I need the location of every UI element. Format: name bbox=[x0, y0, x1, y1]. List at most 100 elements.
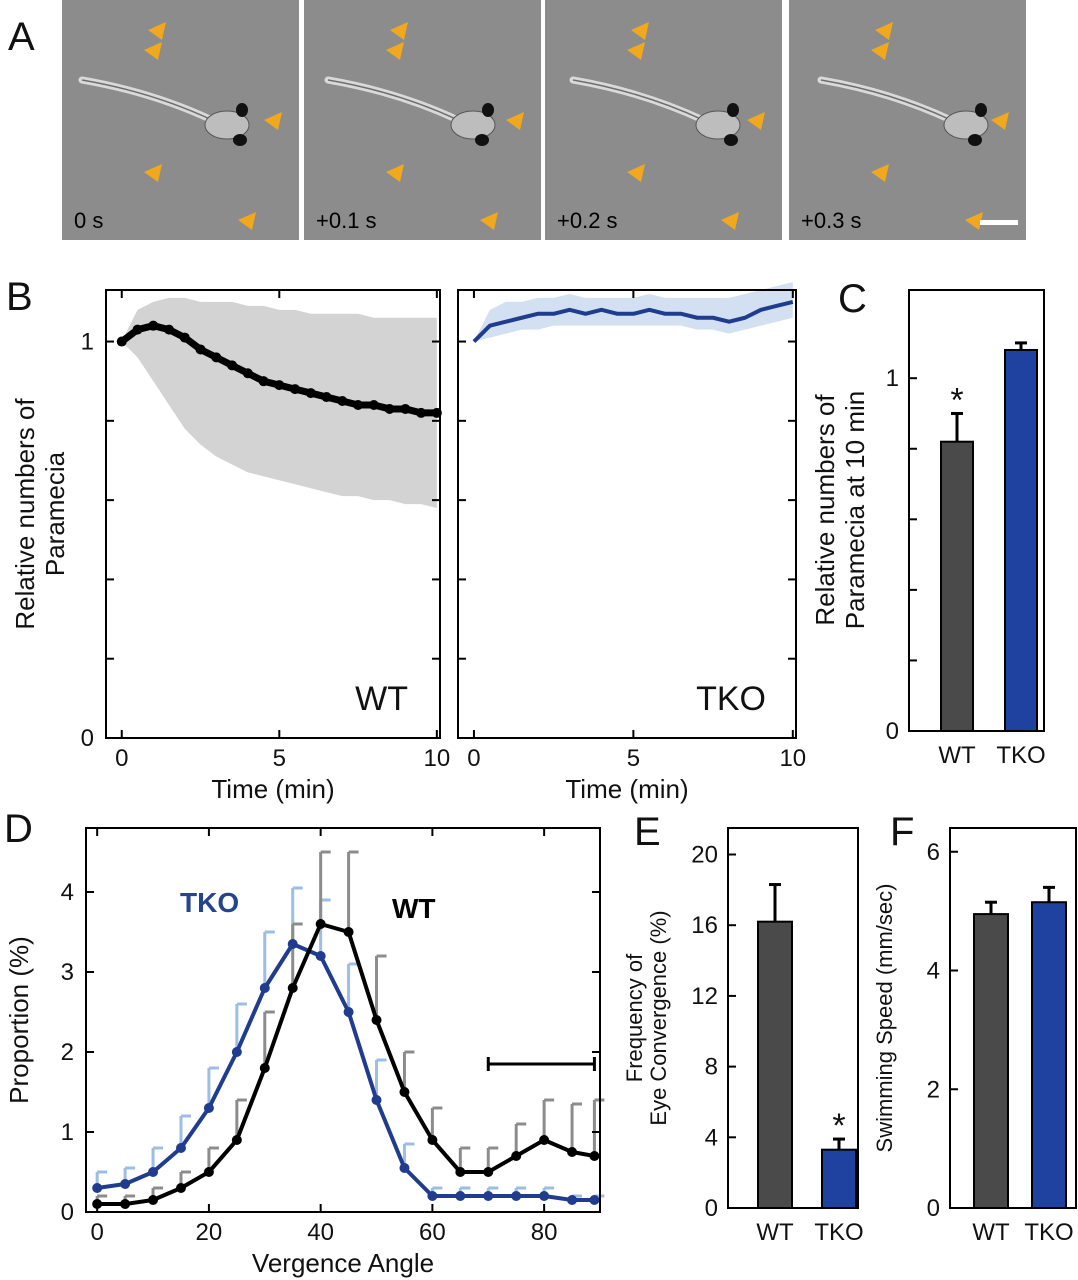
d-xtick-label-0: 0 bbox=[90, 1219, 103, 1246]
larva-eye-left-3 bbox=[975, 103, 987, 117]
b1-frame bbox=[457, 289, 797, 739]
bar2-frame bbox=[908, 289, 1045, 732]
bar-4-1 bbox=[821, 1148, 857, 1210]
d-point-0-12 bbox=[427, 1191, 438, 1201]
prey-arrow-0-1 bbox=[144, 42, 162, 60]
d-xlabel: Vergence Angle bbox=[252, 1248, 434, 1278]
frame-label-3: +0.3 s bbox=[801, 208, 862, 233]
prey-arrow-1-1 bbox=[386, 42, 404, 60]
b-ylabel-line-0: Relative numbers of bbox=[10, 398, 40, 630]
larva-eye-right-2 bbox=[724, 134, 738, 146]
larva-eye-right-0 bbox=[233, 134, 247, 146]
bar-5-0 bbox=[973, 913, 1009, 1209]
prey-arrow-3-1 bbox=[871, 42, 889, 60]
d-point-0-14 bbox=[483, 1191, 494, 1201]
b1-xtick-label-0: 0 bbox=[467, 745, 480, 772]
bar4-ytick-label-5: 20 bbox=[691, 842, 718, 869]
prey-arrow-3-3 bbox=[871, 164, 889, 182]
d-point-0-17 bbox=[567, 1195, 578, 1205]
bar-cat-5-0: WT bbox=[972, 1219, 1010, 1246]
chart-b-tko: 0 5 10 Time (min) TKO bbox=[457, 282, 806, 804]
d-point-1-1 bbox=[120, 1199, 131, 1209]
prey-arrow-3-2 bbox=[991, 112, 1009, 130]
d-point-0-4 bbox=[203, 1103, 214, 1113]
d-point-1-2 bbox=[148, 1195, 159, 1205]
bar5-frame bbox=[949, 827, 1077, 1209]
prey-arrow-0-2 bbox=[264, 112, 282, 130]
point-0-7 bbox=[227, 360, 238, 371]
d-ylabel: Proportion (%) bbox=[4, 936, 34, 1104]
bar4-ytick-label-2: 8 bbox=[705, 1054, 718, 1081]
point-0-5 bbox=[195, 344, 206, 355]
d-point-0-6 bbox=[259, 983, 270, 993]
prey-arrow-1-2 bbox=[506, 112, 524, 130]
d-xtick-label-3: 60 bbox=[419, 1219, 446, 1246]
d-point-0-9 bbox=[343, 1007, 354, 1017]
frame-label-0: 0 s bbox=[74, 208, 103, 233]
b1-xtick-label-2: 10 bbox=[779, 745, 806, 772]
chart-f: WT TKO 0 2 4 6 Swimming Speed (mm/sec) bbox=[872, 827, 1077, 1246]
frame-label-1: +0.1 s bbox=[316, 208, 377, 233]
d-point-1-3 bbox=[175, 1183, 186, 1193]
larva-head-1 bbox=[450, 110, 496, 140]
point-0-1 bbox=[132, 324, 143, 335]
bar4-ytick-label-1: 4 bbox=[705, 1124, 718, 1151]
larva-line-0 bbox=[81, 79, 213, 121]
bar2-ytick-label-1: 1 bbox=[886, 365, 899, 392]
point-0-16 bbox=[368, 399, 379, 410]
sig-star-2-0: * bbox=[950, 381, 963, 419]
prey-arrow-1-4 bbox=[480, 212, 498, 230]
larva-eye-left-1 bbox=[482, 103, 494, 117]
chart-e: WT * TKO 0 4 8 12 16 20 Frequency of Eye Convergen… bbox=[622, 827, 864, 1246]
sig-star-4-1: * bbox=[832, 1107, 845, 1145]
b1-xtick-label-1: 5 bbox=[627, 745, 640, 772]
prey-arrow-2-1 bbox=[627, 42, 645, 60]
bar-cat-5-1: TKO bbox=[1024, 1219, 1073, 1246]
larva-eye-right-3 bbox=[968, 134, 982, 146]
prey-arrow-3-0 bbox=[875, 22, 893, 40]
b0-xtick-label-2: 10 bbox=[423, 745, 450, 772]
d-point-0-3 bbox=[175, 1143, 186, 1153]
point-0-18 bbox=[400, 403, 411, 414]
d-xtick-label-2: 40 bbox=[307, 1219, 334, 1246]
d-ytick-label-1: 1 bbox=[61, 1119, 74, 1146]
d-point-0-10 bbox=[371, 1095, 382, 1105]
panel-b-letter: B bbox=[6, 275, 33, 319]
point-0-0 bbox=[116, 336, 127, 347]
prey-arrow-2-4 bbox=[721, 212, 739, 230]
d-point-0-18 bbox=[589, 1195, 600, 1205]
point-0-14 bbox=[337, 396, 348, 407]
d-xtick-label-4: 80 bbox=[531, 1219, 558, 1246]
b0-group-label: WT bbox=[355, 680, 408, 718]
d-ytick-label-2: 2 bbox=[61, 1039, 74, 1066]
b0-xtick-label-1: 5 bbox=[273, 745, 286, 772]
d-point-0-1 bbox=[120, 1179, 131, 1189]
larva-line-1 bbox=[327, 79, 459, 121]
larva-eye-left-2 bbox=[727, 103, 739, 117]
d-legend-wt: WT bbox=[392, 893, 436, 924]
point-0-2 bbox=[148, 320, 159, 331]
b0-ytick-label-1: 1 bbox=[81, 329, 94, 356]
bar2-ytick-label-0: 0 bbox=[886, 718, 899, 745]
prey-arrow-3-4 bbox=[965, 212, 983, 230]
larva-eye-left-0 bbox=[236, 103, 248, 117]
f-ylabel: Swimming Speed (mm/sec) bbox=[872, 884, 897, 1153]
point-0-13 bbox=[321, 392, 332, 403]
d-point-1-10 bbox=[371, 1015, 382, 1025]
chart-c: * WT TKO 0 1 Relative numbers of Paramecia at … bbox=[810, 289, 1046, 769]
d-point-1-7 bbox=[287, 983, 298, 993]
d-line-0 bbox=[96, 942, 595, 1202]
larva-head-3 bbox=[943, 110, 989, 140]
d-point-1-17 bbox=[567, 1147, 578, 1157]
panel-c-letter: C bbox=[838, 277, 867, 321]
b0-ytick-label-0: 0 bbox=[81, 725, 94, 752]
d-ytick-label-0: 0 bbox=[61, 1199, 74, 1226]
point-0-8 bbox=[242, 368, 253, 379]
d-point-1-11 bbox=[399, 1087, 410, 1097]
bar-cat-2-1: TKO bbox=[996, 742, 1045, 769]
point-0-17 bbox=[384, 403, 395, 414]
d-point-0-0 bbox=[92, 1183, 103, 1193]
d-point-1-6 bbox=[259, 1063, 270, 1073]
